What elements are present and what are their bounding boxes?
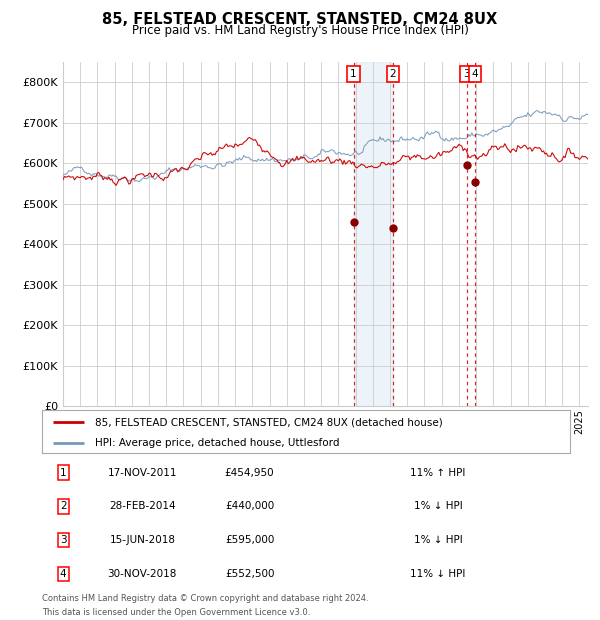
- Text: 2: 2: [60, 502, 67, 512]
- Text: 3: 3: [60, 535, 67, 545]
- Text: £440,000: £440,000: [225, 502, 274, 512]
- Text: 2: 2: [389, 69, 396, 79]
- Text: 1: 1: [60, 467, 67, 477]
- Text: 17-NOV-2011: 17-NOV-2011: [107, 467, 177, 477]
- Text: 85, FELSTEAD CRESCENT, STANSTED, CM24 8UX (detached house): 85, FELSTEAD CRESCENT, STANSTED, CM24 8U…: [95, 417, 443, 427]
- Text: Contains HM Land Registry data © Crown copyright and database right 2024.: Contains HM Land Registry data © Crown c…: [42, 594, 368, 603]
- Text: 4: 4: [472, 69, 478, 79]
- Text: 30-NOV-2018: 30-NOV-2018: [107, 569, 177, 579]
- Text: 28-FEB-2014: 28-FEB-2014: [109, 502, 176, 512]
- Text: £595,000: £595,000: [225, 535, 274, 545]
- Text: 11% ↓ HPI: 11% ↓ HPI: [410, 569, 466, 579]
- Text: 15-JUN-2018: 15-JUN-2018: [109, 535, 175, 545]
- Text: 11% ↑ HPI: 11% ↑ HPI: [410, 467, 466, 477]
- Text: 4: 4: [60, 569, 67, 579]
- Text: 1% ↓ HPI: 1% ↓ HPI: [413, 535, 463, 545]
- Text: 1% ↓ HPI: 1% ↓ HPI: [413, 502, 463, 512]
- Text: This data is licensed under the Open Government Licence v3.0.: This data is licensed under the Open Gov…: [42, 608, 310, 617]
- Text: £454,950: £454,950: [224, 467, 274, 477]
- Text: 1: 1: [350, 69, 357, 79]
- Bar: [353, 62, 393, 406]
- Text: Price paid vs. HM Land Registry's House Price Index (HPI): Price paid vs. HM Land Registry's House …: [131, 24, 469, 37]
- Text: 3: 3: [463, 69, 470, 79]
- Text: £552,500: £552,500: [225, 569, 274, 579]
- Text: HPI: Average price, detached house, Uttlesford: HPI: Average price, detached house, Uttl…: [95, 438, 340, 448]
- Text: 85, FELSTEAD CRESCENT, STANSTED, CM24 8UX: 85, FELSTEAD CRESCENT, STANSTED, CM24 8U…: [103, 12, 497, 27]
